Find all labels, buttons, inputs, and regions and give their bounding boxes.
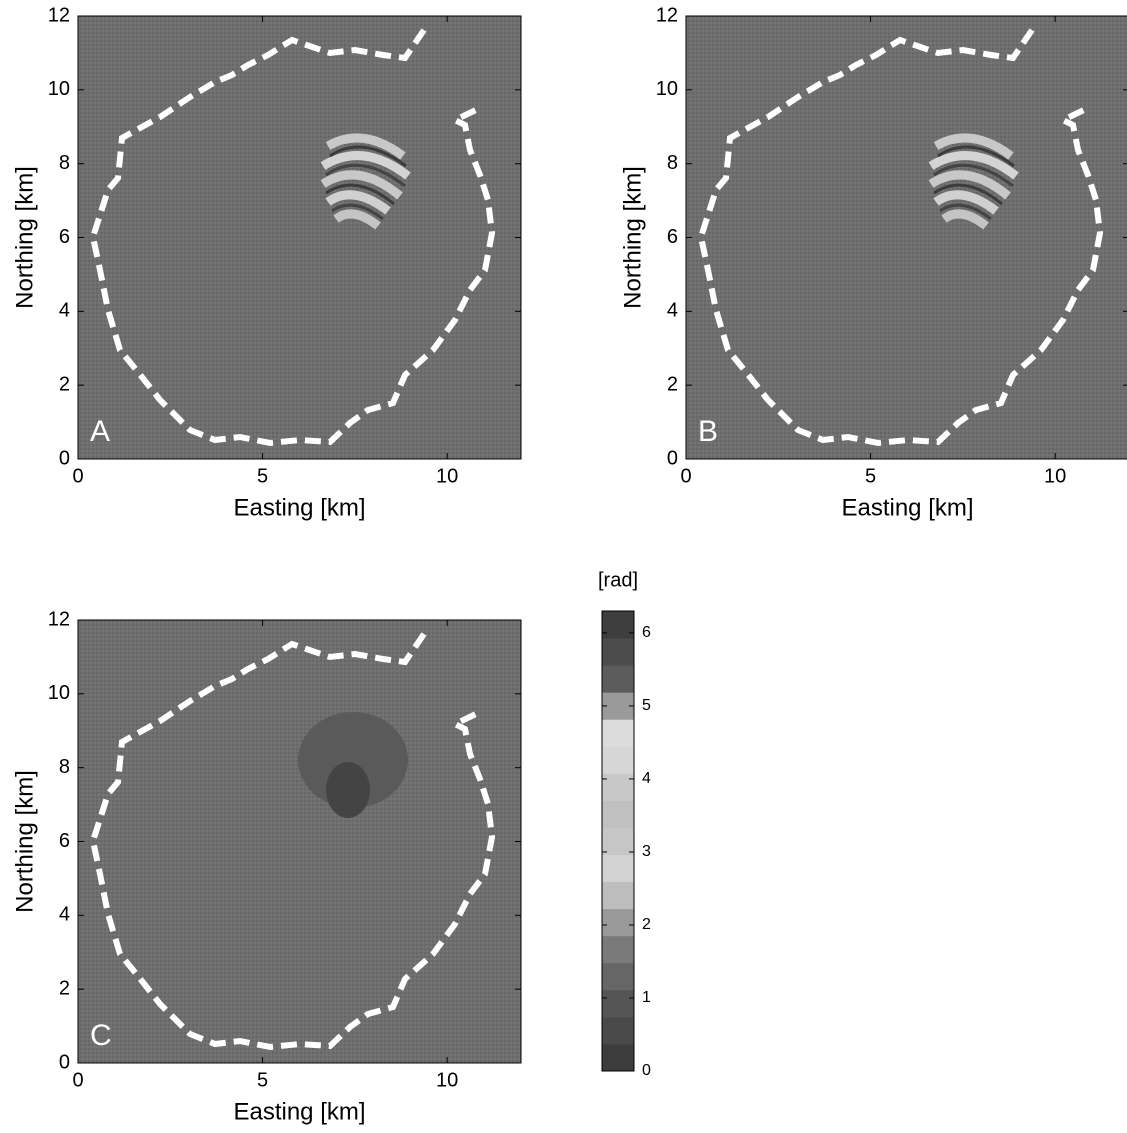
phase-image bbox=[78, 16, 521, 459]
deformation-blob bbox=[298, 712, 408, 808]
phase-image bbox=[78, 620, 521, 1063]
colorbar-tick-label: 5 bbox=[642, 697, 651, 714]
y-tick-label: 0 bbox=[667, 447, 678, 469]
colorbar-band bbox=[602, 665, 634, 693]
deformation-core bbox=[326, 762, 370, 818]
colorbar-band bbox=[602, 989, 634, 1018]
colorbar-band bbox=[602, 1043, 634, 1072]
x-axis-label: Easting [km] bbox=[233, 1098, 365, 1125]
x-tick-label: 5 bbox=[865, 465, 876, 487]
panel-label: C bbox=[90, 1019, 112, 1052]
x-axis-label: Easting [km] bbox=[233, 494, 365, 521]
colorbar-frame bbox=[601, 610, 635, 1072]
x-tick-label: 0 bbox=[680, 465, 691, 487]
y-tick-label: 4 bbox=[59, 904, 70, 926]
colorbar-tick-label: 1 bbox=[642, 989, 651, 1006]
panel: C0 5 10 0 2 4 6 8 10 12 Easting [km] Northing [km] bbox=[11, 608, 522, 1125]
y-axis-label: Northing [km] bbox=[11, 770, 38, 913]
y-tick-label: 4 bbox=[667, 300, 678, 322]
y-tick-label: 10 bbox=[48, 682, 70, 704]
colorbar-band bbox=[602, 854, 634, 883]
y-tick-label: 0 bbox=[59, 447, 70, 469]
y-axis-label: Northing [km] bbox=[619, 166, 646, 309]
x-axis-label: Easting [km] bbox=[841, 494, 973, 521]
y-tick-label: 12 bbox=[656, 4, 678, 26]
panel: B0 5 10 0 2 4 6 8 10 12 Easting [km] Northing [km] bbox=[619, 4, 1127, 521]
colorbar-band bbox=[602, 935, 634, 964]
y-tick-label: 8 bbox=[59, 756, 70, 778]
y-tick-label: 2 bbox=[59, 373, 70, 395]
colorbar-tick-label: 3 bbox=[642, 843, 651, 860]
y-tick-label: 2 bbox=[667, 373, 678, 395]
colorbar-tick-label: 0 bbox=[642, 1062, 651, 1079]
panel-label: B bbox=[698, 415, 718, 448]
y-tick-label: 0 bbox=[59, 1051, 70, 1073]
y-tick-label: 6 bbox=[59, 830, 70, 852]
y-tick-label: 10 bbox=[656, 78, 678, 100]
y-tick-label: 10 bbox=[48, 78, 70, 100]
y-tick-label: 12 bbox=[48, 608, 70, 630]
y-tick-label: 2 bbox=[59, 977, 70, 999]
x-tick-label: 0 bbox=[72, 465, 83, 487]
y-tick-label: 4 bbox=[59, 300, 70, 322]
y-tick-label: 6 bbox=[667, 226, 678, 248]
colorbar-tick-label: 4 bbox=[642, 770, 651, 787]
x-tick-label: 5 bbox=[257, 465, 268, 487]
colorbar-band bbox=[602, 908, 634, 937]
colorbar-band bbox=[602, 773, 634, 801]
y-tick-label: 8 bbox=[59, 152, 70, 174]
colorbar-band bbox=[602, 611, 634, 639]
panel-label: A bbox=[90, 415, 110, 448]
colorbar-band bbox=[602, 692, 634, 720]
x-tick-label: 0 bbox=[72, 1069, 83, 1091]
y-tick-label: 8 bbox=[667, 152, 678, 174]
x-tick-label: 5 bbox=[257, 1069, 268, 1091]
x-tick-label: 10 bbox=[1044, 465, 1066, 487]
x-tick-label: 10 bbox=[436, 465, 458, 487]
colorbar-band bbox=[602, 719, 634, 747]
phase-image bbox=[686, 16, 1127, 459]
colorbar-title: [rad] bbox=[598, 569, 638, 591]
colorbar-band bbox=[602, 881, 634, 910]
colorbar-band bbox=[602, 962, 634, 991]
colorbar-tick-label: 2 bbox=[642, 916, 651, 933]
y-axis-label: Northing [km] bbox=[11, 166, 38, 309]
y-tick-label: 6 bbox=[59, 226, 70, 248]
colorbar-band bbox=[602, 746, 634, 774]
colorbar: [rad] 0 1 2 3 4 5 6 bbox=[598, 569, 651, 1079]
colorbar-tick-label: 6 bbox=[642, 624, 651, 641]
y-tick-label: 12 bbox=[48, 4, 70, 26]
colorbar-band bbox=[602, 1016, 634, 1045]
x-tick-label: 10 bbox=[436, 1069, 458, 1091]
colorbar-band bbox=[602, 800, 634, 828]
panel: A0 5 10 0 2 4 6 8 10 12 Easting [km] Northing [km] bbox=[11, 4, 522, 521]
colorbar-band bbox=[602, 827, 634, 856]
colorbar-band bbox=[602, 638, 634, 666]
